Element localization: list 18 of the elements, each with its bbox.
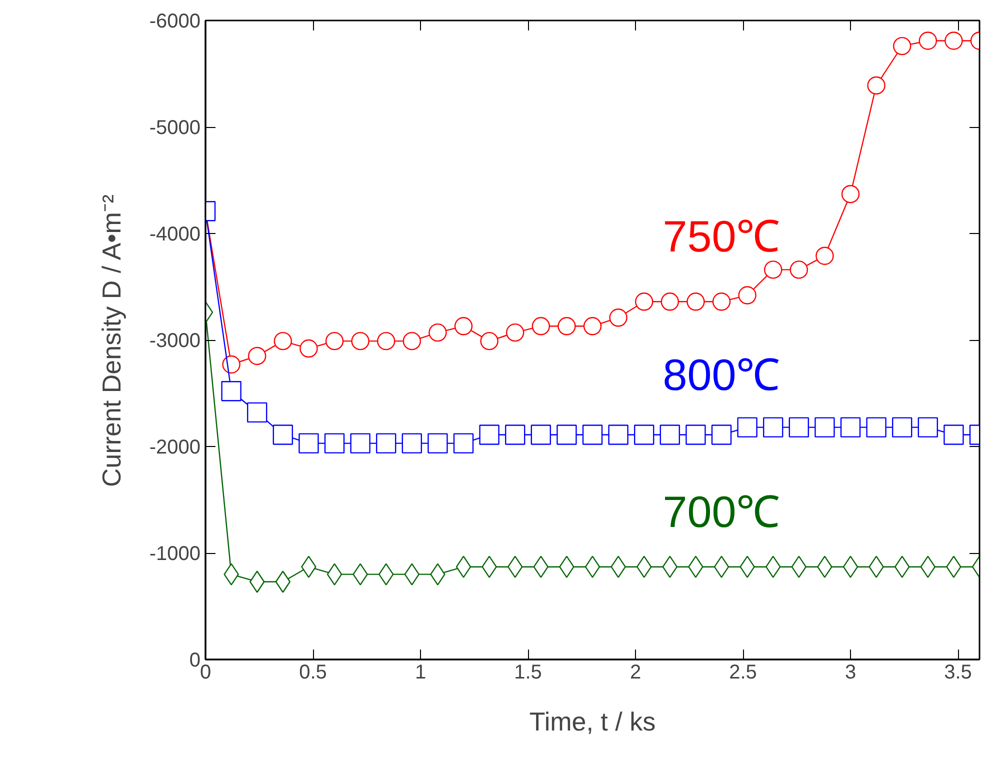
y-tick-label: -3000 [149,330,201,352]
y-tick-label: -2000 [149,436,201,458]
x-tick-label: 2 [630,662,642,684]
series-label: 750℃ [662,212,780,262]
series-label: 800℃ [662,350,780,400]
series-label: 700℃ [662,488,780,537]
x-tick-label: 1.5 [514,662,542,684]
x-axis-title: Time, t / ks [529,706,656,736]
x-tick-label: 3.5 [944,662,972,684]
x-tick-label: 3 [844,662,856,684]
x-tick-label: 0.5 [299,662,327,684]
y-tick-label: -5000 [149,117,201,139]
x-tick-label: 2.5 [729,662,757,684]
x-tick-label: 1 [414,662,426,684]
y-tick-label: -6000 [149,10,201,32]
y-axis-title: Current Density D / A•m⁻² [96,194,126,488]
y-tick-label: -1000 [149,543,201,565]
y-tick-label: -4000 [149,224,201,246]
